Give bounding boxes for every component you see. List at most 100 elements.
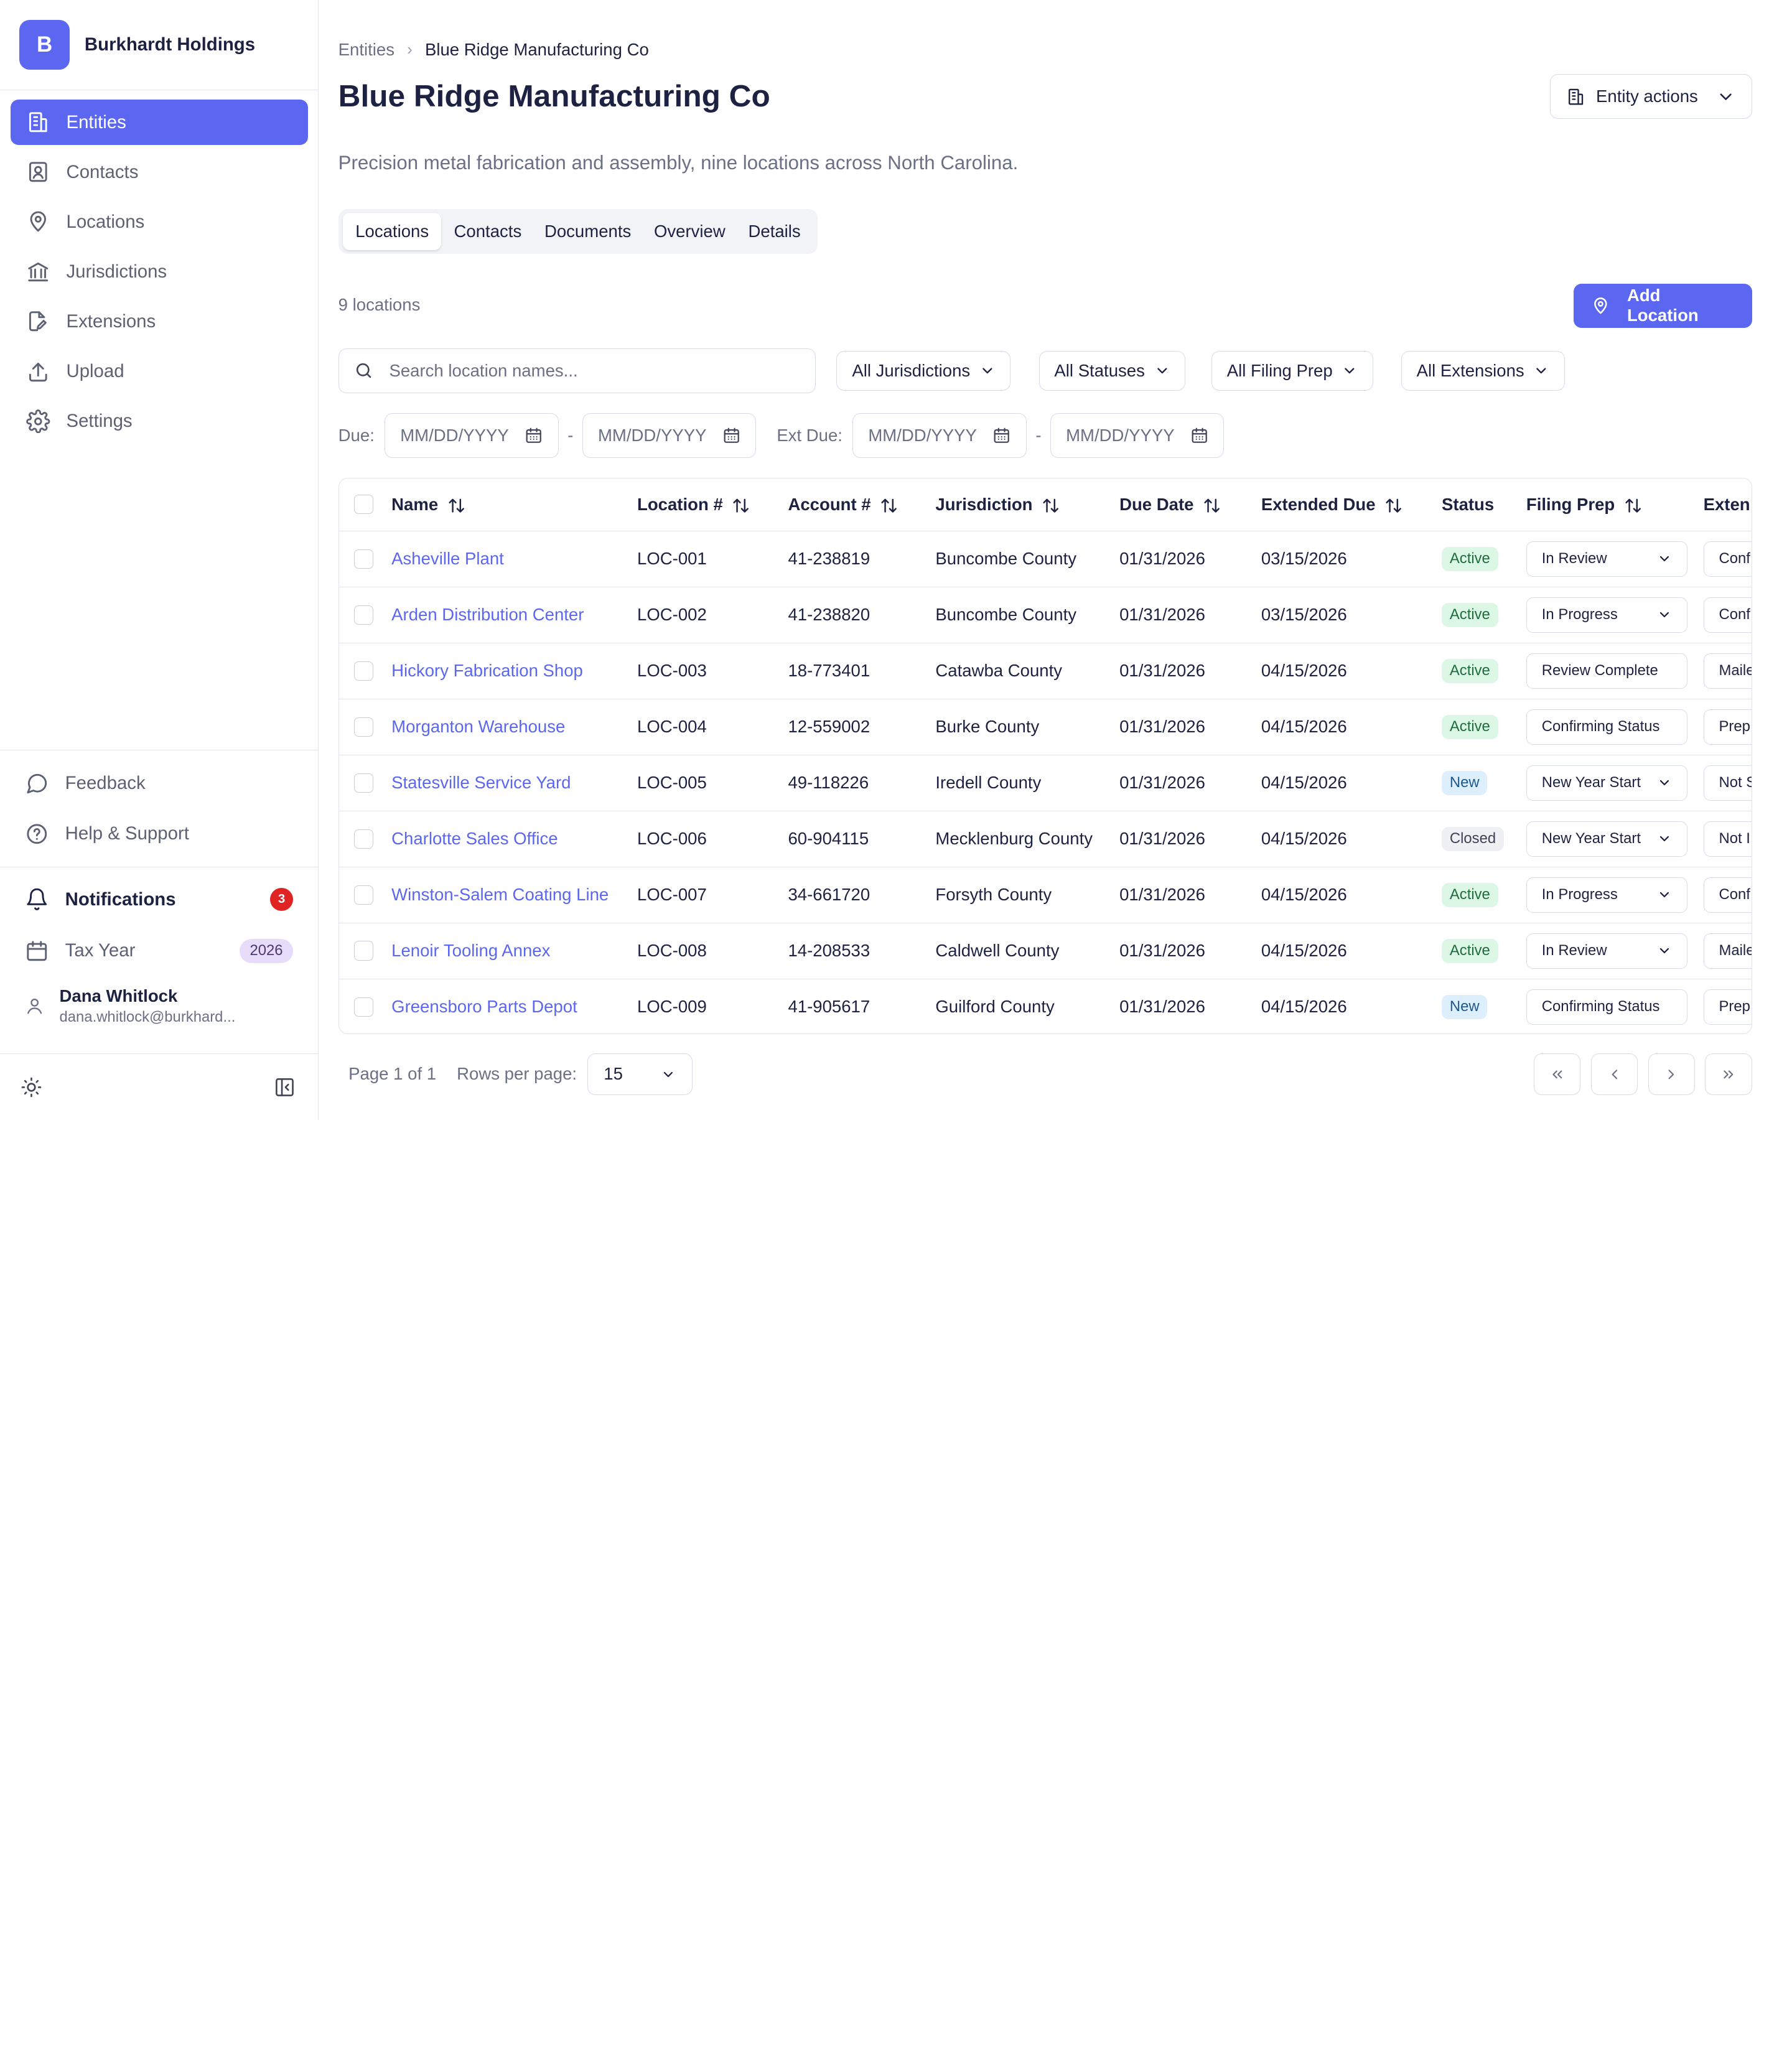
filing-prep-select[interactable]: In Review xyxy=(1526,541,1687,577)
filing-prep-select[interactable]: In Progress xyxy=(1526,597,1687,633)
column-header-filing-prep[interactable]: Filing Prep xyxy=(1526,478,1704,531)
search-input[interactable] xyxy=(389,361,778,381)
location-name-link[interactable]: Statesville Service Yard xyxy=(391,773,571,793)
row-checkbox[interactable] xyxy=(353,605,373,625)
due-from-date-input[interactable]: MM/DD/YYYY xyxy=(385,413,559,458)
statuses-filter[interactable]: All Statuses xyxy=(1038,350,1186,391)
extension-select[interactable]: Conf xyxy=(1703,541,1752,577)
row-checkbox[interactable] xyxy=(353,773,373,793)
user-profile[interactable]: Dana Whitlock dana.whitlock@burkhard... xyxy=(0,970,318,1025)
extension-select[interactable]: Not I xyxy=(1703,821,1752,857)
extensions-filter[interactable]: All Extensions xyxy=(1401,350,1565,391)
column-header-jurisdiction[interactable]: Jurisdiction xyxy=(935,478,1119,531)
page-title: Blue Ridge Manufacturing Co xyxy=(338,78,770,113)
sidebar-item-extensions[interactable]: Extensions xyxy=(11,299,308,344)
column-header-due-date[interactable]: Due Date xyxy=(1119,478,1261,531)
extension-select[interactable]: Maile xyxy=(1703,933,1752,969)
sidebar-item-contacts[interactable]: Contacts xyxy=(11,149,308,195)
notifications-link[interactable]: Notifications 3 xyxy=(0,867,318,931)
column-header-location-number[interactable]: Location # xyxy=(637,478,788,531)
row-checkbox[interactable] xyxy=(353,549,373,569)
row-checkbox[interactable] xyxy=(353,661,373,681)
extension-select[interactable]: Conf xyxy=(1703,877,1752,913)
rows-per-page-select[interactable]: 15 xyxy=(587,1053,693,1095)
tab-locations[interactable]: Locations xyxy=(343,212,442,251)
sun-icon[interactable] xyxy=(21,1076,42,1098)
sidebar-item-entities[interactable]: Entities xyxy=(10,99,308,146)
bell-icon xyxy=(27,889,47,911)
previous-page-button[interactable] xyxy=(1590,1053,1638,1095)
ext-due-from-date-input[interactable]: MM/DD/YYYY xyxy=(852,413,1027,458)
help-label: Help & Support xyxy=(65,823,189,844)
location-name-link[interactable]: Winston-Salem Coating Line xyxy=(391,885,609,905)
tab-documents[interactable]: Documents xyxy=(544,221,632,241)
ext-due-to-date-input[interactable]: MM/DD/YYYY xyxy=(1050,413,1225,458)
filing-prep-select[interactable]: Confirming Status xyxy=(1526,709,1687,745)
extended-due-date: 04/15/2026 xyxy=(1261,829,1347,849)
extension-select[interactable]: Prep xyxy=(1703,709,1752,745)
location-name-link[interactable]: Greensboro Parts Depot xyxy=(391,997,577,1017)
breadcrumb-root-link[interactable]: Entities xyxy=(338,40,394,60)
tab-details[interactable]: Details xyxy=(748,221,801,241)
location-name-link[interactable]: Arden Distribution Center xyxy=(391,605,584,625)
entity-actions-button[interactable]: Entity actions xyxy=(1549,74,1752,119)
sidebar-item-upload[interactable]: Upload xyxy=(11,348,308,394)
filing-prep-select[interactable]: New Year Start xyxy=(1526,765,1687,801)
chevron-down-icon xyxy=(1660,780,1669,786)
last-page-button[interactable] xyxy=(1705,1053,1752,1095)
chevron-down-icon xyxy=(1660,836,1669,842)
extension-select[interactable]: Not S xyxy=(1703,765,1752,801)
filter-bar: All Jurisdictions All Statuses All Filin… xyxy=(338,348,1752,393)
sidebar-item-settings[interactable]: Settings xyxy=(11,398,308,444)
help-support-link[interactable]: Help & Support xyxy=(0,809,318,859)
calendar-icon xyxy=(724,427,739,443)
extension-select[interactable]: Conf xyxy=(1703,597,1752,633)
extensions-filter-label: All Extensions xyxy=(1416,361,1524,380)
location-name-link[interactable]: Charlotte Sales Office xyxy=(391,829,558,849)
extension-select[interactable]: Maile xyxy=(1703,653,1752,689)
next-page-button[interactable] xyxy=(1648,1053,1695,1095)
row-checkbox[interactable] xyxy=(353,717,373,737)
search-icon xyxy=(356,363,371,378)
filing-prep-select[interactable]: In Review xyxy=(1526,933,1687,969)
collapse-sidebar-icon[interactable] xyxy=(274,1076,296,1098)
location-name-link[interactable]: Lenoir Tooling Annex xyxy=(391,941,551,961)
sidebar-item-label: Upload xyxy=(66,360,124,381)
sort-arrows-icon xyxy=(881,498,897,513)
row-checkbox[interactable] xyxy=(353,885,373,905)
location-name-link[interactable]: Hickory Fabrication Shop xyxy=(391,661,583,681)
locations-table-grid: Name Location # Account # Jurisdiction D… xyxy=(338,478,1752,1034)
row-checkbox[interactable] xyxy=(353,997,373,1017)
column-header-account-number[interactable]: Account # xyxy=(788,478,935,531)
tab-overview[interactable]: Overview xyxy=(653,221,726,241)
filing-prep-select[interactable]: Confirming Status xyxy=(1526,989,1687,1025)
sidebar-item-jurisdictions[interactable]: Jurisdictions xyxy=(11,249,308,294)
filing-prep-value: Confirming Status xyxy=(1541,998,1660,1015)
location-name-link[interactable]: Asheville Plant xyxy=(391,549,504,569)
chevron-down-icon xyxy=(982,368,992,374)
column-header-extended-due[interactable]: Extended Due xyxy=(1261,478,1442,531)
first-page-button[interactable] xyxy=(1533,1053,1581,1095)
row-checkbox[interactable] xyxy=(353,941,373,961)
filing-prep-select[interactable]: New Year Start xyxy=(1526,821,1687,857)
tax-year-selector[interactable]: Tax Year 2026 xyxy=(0,931,318,970)
extension-select[interactable]: Prep xyxy=(1703,989,1752,1025)
status-badge: Active xyxy=(1442,882,1498,907)
feedback-link[interactable]: Feedback xyxy=(0,758,318,809)
add-location-button[interactable]: Add Location xyxy=(1574,283,1752,329)
filing-prep-select[interactable]: Review Complete xyxy=(1526,653,1687,689)
sidebar-item-locations[interactable]: Locations xyxy=(11,199,308,245)
tab-contacts[interactable]: Contacts xyxy=(454,221,522,241)
due-to-date-input[interactable]: MM/DD/YYYY xyxy=(582,413,757,458)
row-checkbox[interactable] xyxy=(353,829,373,849)
select-all-checkbox[interactable] xyxy=(353,495,373,515)
column-header-name[interactable]: Name xyxy=(391,478,637,531)
app-root: B Burkhardt Holdings Entities Contacts L… xyxy=(0,0,1752,1120)
jurisdictions-filter[interactable]: All Jurisdictions xyxy=(836,350,1011,391)
tax-year-badge: 2026 xyxy=(239,938,294,963)
org-header[interactable]: B Burkhardt Holdings xyxy=(0,0,319,91)
location-name-link[interactable]: Morganton Warehouse xyxy=(391,717,566,737)
filing-prep-filter[interactable]: All Filing Prep xyxy=(1211,350,1373,391)
filing-prep-select[interactable]: In Progress xyxy=(1526,877,1687,913)
jurisdiction: Buncombe County xyxy=(935,605,1077,625)
